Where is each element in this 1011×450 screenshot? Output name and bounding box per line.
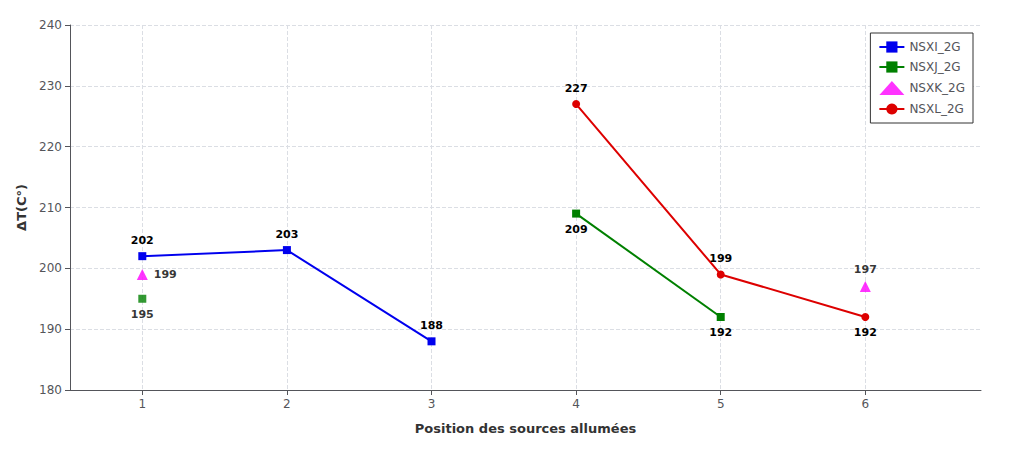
svg-text:4: 4 <box>572 397 580 411</box>
svg-text:240: 240 <box>39 18 62 32</box>
svg-text:200: 200 <box>39 261 62 275</box>
svg-text:199: 199 <box>154 268 177 281</box>
svg-text:3: 3 <box>428 397 436 411</box>
svg-text:202: 202 <box>131 234 154 247</box>
svg-text:NSXJ_2G: NSXJ_2G <box>909 60 960 74</box>
svg-text:180: 180 <box>39 383 62 397</box>
svg-text:210: 210 <box>39 201 62 215</box>
svg-text:197: 197 <box>854 263 877 276</box>
svg-text:192: 192 <box>709 326 732 339</box>
svg-text:227: 227 <box>565 82 588 95</box>
svg-text:209: 209 <box>565 223 588 236</box>
svg-text:195: 195 <box>131 308 154 321</box>
svg-text:NSXI_2G: NSXI_2G <box>909 40 960 54</box>
svg-text:ΔT(C°): ΔT(C°) <box>14 184 29 231</box>
svg-text:NSXL_2G: NSXL_2G <box>909 102 963 116</box>
svg-text:230: 230 <box>39 79 62 93</box>
svg-text:190: 190 <box>39 322 62 336</box>
svg-text:6: 6 <box>861 397 869 411</box>
svg-text:2: 2 <box>283 397 291 411</box>
svg-text:220: 220 <box>39 140 62 154</box>
svg-text:5: 5 <box>717 397 725 411</box>
svg-text:199: 199 <box>709 252 732 265</box>
svg-text:188: 188 <box>420 319 443 332</box>
svg-text:203: 203 <box>275 228 298 241</box>
svg-text:1: 1 <box>138 397 146 411</box>
svg-text:NSXK_2G: NSXK_2G <box>909 81 965 95</box>
svg-text:192: 192 <box>854 326 877 339</box>
svg-text:Position des sources allumées: Position des sources allumées <box>415 421 637 436</box>
